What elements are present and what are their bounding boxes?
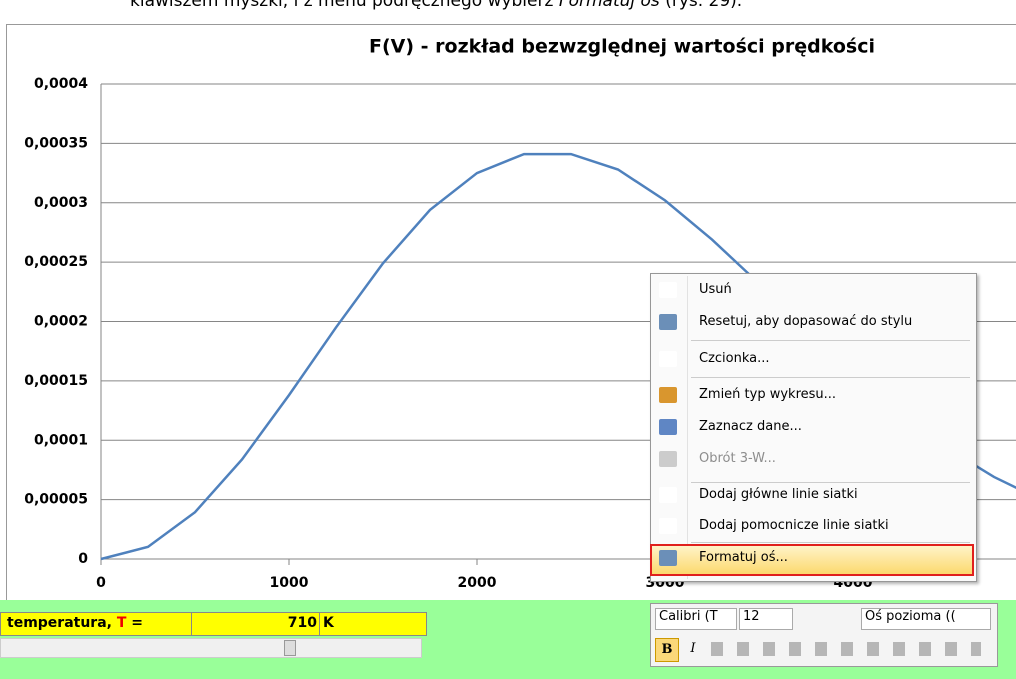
y-tick-label: 0,0004	[34, 76, 88, 92]
menu-separator	[691, 482, 970, 483]
bold-button[interactable]: B	[655, 638, 679, 662]
context-menu: Usuń Resetuj, aby dopasować do stylu Czcio…	[650, 273, 977, 582]
x-tick-label: 1000	[270, 575, 309, 591]
x-tick-label: 2000	[458, 575, 497, 591]
menu-icon	[659, 550, 677, 566]
scroll-thumb[interactable]	[284, 640, 296, 656]
caption-text: (rys. 29).	[659, 0, 743, 11]
caption-emph: Formatuj oś	[558, 0, 660, 11]
y-tick-label: 0,0003	[34, 195, 88, 211]
y-tick-label: 0,00025	[24, 254, 88, 270]
menu-icon	[659, 487, 677, 503]
menu-separator	[691, 340, 970, 341]
mini-toolbar: Calibri (T 12 Oś pozioma (( B I	[650, 603, 998, 667]
y-tick-label: 0,0002	[34, 314, 88, 330]
unit: K	[323, 615, 334, 631]
menu-item[interactable]: Usuń	[699, 282, 732, 297]
menu-item: Obrót 3-W...	[699, 451, 776, 466]
menu-icon	[659, 387, 677, 403]
scrollbar[interactable]	[0, 638, 422, 658]
y-tick-label: 0,00015	[24, 373, 88, 389]
menu-gutter	[687, 276, 688, 579]
menu-item[interactable]: Formatuj oś...	[699, 550, 788, 565]
input-row: temperatura, T = 710 K	[0, 612, 427, 636]
label: temperatura, T =	[7, 615, 143, 631]
font-box[interactable]: Calibri (T	[655, 608, 737, 630]
chart: F(V) - rozkład bezwzględnej wartości prę…	[24, 36, 1016, 591]
toolbar-icons	[711, 642, 981, 656]
y-tick-label: 0	[78, 551, 88, 567]
caption-text: klawiszem myszki, i z menu podręcznego w…	[130, 0, 559, 11]
x-tick-label: 0	[96, 575, 106, 591]
menu-highlight	[650, 544, 974, 576]
menu-item[interactable]: Dodaj pomocnicze linie siatki	[699, 518, 889, 533]
menu-item[interactable]: Dodaj główne linie siatki	[699, 487, 858, 502]
menu-separator	[691, 377, 970, 378]
cell-border	[191, 613, 192, 635]
symbol: T	[116, 615, 127, 631]
cell-border	[319, 613, 320, 635]
menu-item[interactable]: Czcionka...	[699, 351, 770, 366]
menu-icon	[659, 451, 677, 467]
menu-item[interactable]: Zaznacz dane...	[699, 419, 802, 434]
font-size: 12	[743, 609, 760, 624]
menu-separator	[691, 542, 970, 543]
y-tick-label: 0,00005	[24, 492, 88, 508]
y-tick-label: 0,00035	[24, 135, 88, 151]
font-name: Calibri (T	[659, 609, 718, 624]
label-text: temperatura,	[7, 615, 117, 631]
menu-item[interactable]: Resetuj, aby dopasować do stylu	[699, 314, 913, 329]
y-tick-label: 0,0001	[34, 432, 88, 448]
size-box[interactable]: 12	[739, 608, 793, 630]
menu-icon	[659, 314, 677, 330]
caption: klawiszem myszki, i z menu podręcznego w…	[130, 0, 742, 11]
menu-icon	[659, 518, 677, 534]
chart-title: F(V) - rozkład bezwzględnej wartości prę…	[369, 36, 875, 58]
label-text: =	[126, 615, 144, 631]
value-cell[interactable]: 710	[287, 615, 317, 631]
menu-icon	[659, 282, 677, 298]
element-box[interactable]: Oś pozioma ((	[861, 608, 991, 630]
menu-icon	[659, 351, 677, 367]
italic-button[interactable]: I	[690, 641, 696, 656]
menu-icon	[659, 419, 677, 435]
menu-item[interactable]: Zmień typ wykresu...	[699, 387, 837, 402]
element-name: Oś pozioma ((	[865, 609, 956, 624]
